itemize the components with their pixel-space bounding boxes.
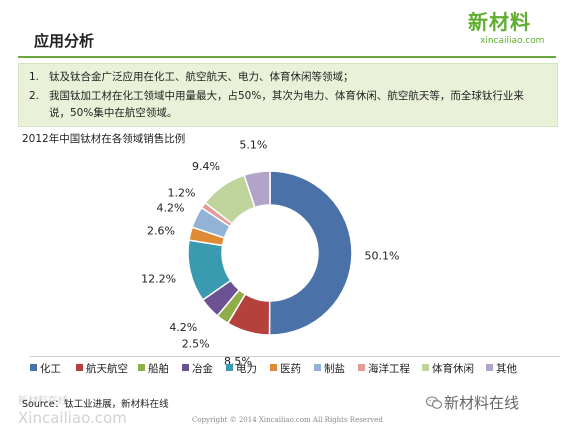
data-label-1: 50.1%	[365, 249, 400, 262]
legend-swatch	[76, 364, 83, 371]
watermark-brand: 新材料在线	[444, 394, 520, 412]
legend-swatch	[314, 364, 321, 371]
copyright-text: Copyright © 2014 Xincailiao.com All Righ…	[192, 416, 383, 424]
data-label-7: 4.2%	[156, 202, 184, 215]
point-text: 钛及钛合金广泛应用在化工、航空航天、电力、体育休闲等领域；	[49, 71, 354, 83]
chart-legend: 化工 航天航空 船舶 冶金 电力 医药 制盐 海洋工程 体育休闲 其他	[30, 356, 560, 377]
legend-item: 其他	[486, 361, 517, 375]
legend-swatch	[422, 364, 429, 371]
page-title: 应用分析	[34, 32, 95, 50]
legend-label: 医药	[280, 363, 301, 375]
chart-title: 2012年中国钛材在各领域销售比例	[22, 133, 186, 145]
slice-1	[268, 170, 353, 336]
data-label-4: 4.2%	[169, 321, 197, 334]
slice-10	[243, 170, 271, 209]
wechat-icon	[426, 396, 442, 409]
logo-url: xincailiao.com	[480, 36, 545, 46]
legend-item: 冶金	[182, 361, 213, 375]
legend-label: 冶金	[192, 363, 213, 375]
legend-item: 制盐	[314, 361, 345, 375]
source-note: Source：钛工业进展，新材料在线	[22, 399, 169, 410]
legend-label: 体育休闲	[432, 363, 474, 375]
data-label-6: 2.6%	[147, 224, 175, 237]
watermark-text: 新材料在线	[18, 396, 68, 407]
summary-box: 1. 钛及钛合金广泛应用在化工、航空航天、电力、体育休闲等领域； 2. 我国钛加工材…	[18, 63, 558, 127]
legend-label: 其他	[496, 363, 517, 375]
data-label-5: 12.2%	[141, 272, 176, 285]
legend-label: 海洋工程	[368, 363, 410, 375]
point-number: 1.	[29, 71, 40, 83]
legend-item: 医药	[270, 361, 301, 375]
legend-swatch	[270, 364, 277, 371]
point-1: 1. 钛及钛合金广泛应用在化工、航空航天、电力、体育休闲等领域；	[29, 70, 354, 84]
legend-label: 电力	[236, 363, 257, 375]
legend-label: 船舶	[148, 363, 169, 375]
title-divider	[18, 56, 556, 58]
data-label-8: 1.2%	[168, 186, 196, 199]
legend-swatch	[486, 364, 493, 371]
legend-item: 航天航空	[76, 361, 128, 375]
legend-swatch	[226, 364, 233, 371]
legend-swatch	[182, 364, 189, 371]
point-2: 2. 我国钛加工材在化工领域中用量最大，占50%，其次为电力、体育休闲、航空航天等…	[29, 89, 524, 103]
legend-item: 体育休闲	[422, 361, 474, 375]
legend-item: 船舶	[138, 361, 169, 375]
point-text: 我国钛加工材在化工领域中用量最大，占50%，其次为电力、体育休闲、航空航天等，而…	[49, 90, 524, 102]
brand-logo: 新材料 xincailiao.com	[468, 6, 564, 52]
point-number: 2.	[29, 90, 40, 102]
data-label-9: 9.4%	[192, 160, 220, 173]
legend-item: 化工	[30, 361, 61, 375]
legend-label: 航天航空	[86, 363, 128, 375]
watermark-url: Xincailiao.com	[18, 409, 127, 427]
point-2-continued: 说，50%集中在航空领域。	[29, 106, 177, 120]
legend-swatch	[30, 364, 37, 371]
legend-label: 化工	[40, 363, 61, 375]
data-label-3: 2.5%	[182, 338, 210, 351]
legend-item: 电力	[226, 361, 257, 375]
legend-label: 制盐	[324, 363, 345, 375]
legend-swatch	[358, 364, 365, 371]
data-label-10: 5.1%	[239, 138, 267, 151]
logo-text: 新材料	[468, 10, 531, 34]
legend-item: 海洋工程	[358, 361, 410, 375]
legend-swatch	[138, 364, 145, 371]
point-text: 说，50%集中在航空领域。	[49, 107, 178, 119]
